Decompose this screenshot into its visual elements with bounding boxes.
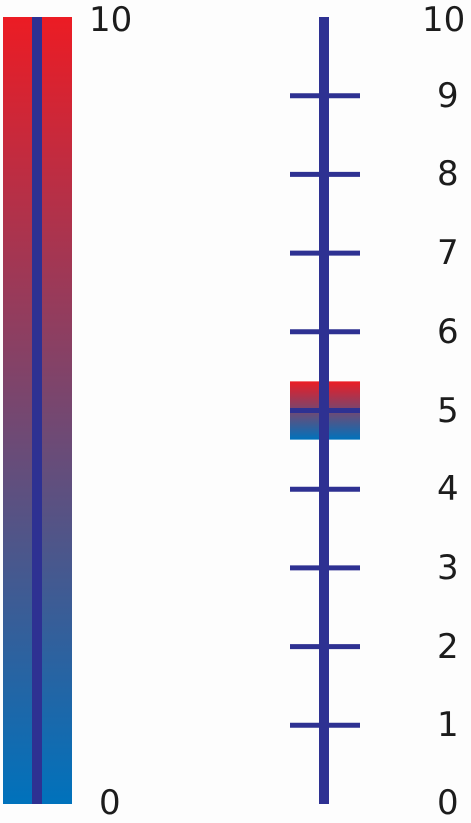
tick-label-3: 3 <box>437 547 459 588</box>
tick-label-6: 6 <box>437 311 459 352</box>
tick-label-9: 9 <box>437 75 459 116</box>
tick-label-2: 2 <box>437 626 459 667</box>
tick-label-4: 4 <box>437 469 459 510</box>
tick-label-10: 10 <box>422 0 466 40</box>
tick-label-0: 0 <box>437 783 459 823</box>
left-min-label: 0 <box>99 783 121 823</box>
tick-label-8: 8 <box>437 154 459 195</box>
tick-label-7: 7 <box>437 233 459 274</box>
tick-label-5: 5 <box>437 390 459 431</box>
tick-label-1: 1 <box>437 705 459 746</box>
left-max-label: 10 <box>89 0 133 40</box>
